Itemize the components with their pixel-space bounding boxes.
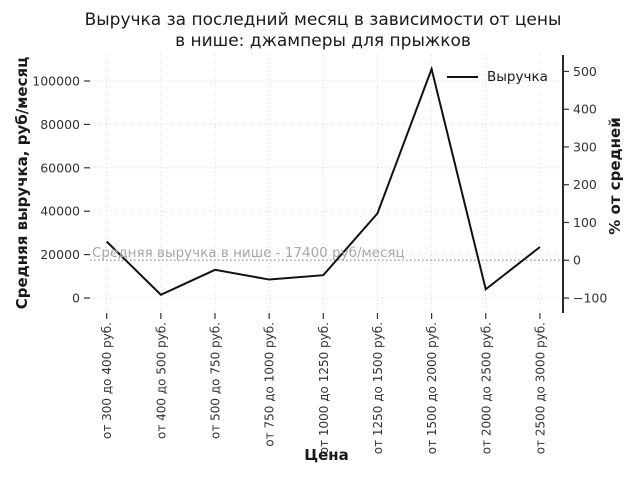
y-axis-tick-label: 0 [72,291,80,306]
x-axis-tick-label: от 300 до 400 руб. [100,322,114,439]
x-axis-label: Цена [304,446,349,464]
y-axis-tick-label: 40000 [40,204,80,219]
x-axis-tick-label: от 400 до 500 руб. [154,322,168,439]
x-axis-tick-label: от 750 до 1000 руб. [263,322,277,447]
x-axis-tick-label: от 2500 до 3000 руб. [533,322,547,454]
right-axis-tick-label: −100 [573,291,607,306]
y-axis-tick-label: 80000 [40,117,80,132]
revenue-line [105,65,541,296]
legend: Выручка [447,69,548,85]
average-revenue-annotation: Средняя выручка в нише - 17400 руб/месяц [92,245,405,261]
right-axis-tick-label: 400 [573,102,597,117]
y-axis-tick-label: 100000 [32,74,80,89]
y-axis-label-left: Средняя выручка, руб/месяц [13,56,31,310]
x-axis-tick-label: от 1500 до 2000 руб. [425,322,439,454]
right-axis-tick-label: 300 [573,139,597,154]
legend-label: Выручка [487,69,548,85]
right-axis-tick-label: 0 [573,253,581,268]
y-axis-label-right: % от средней [606,117,624,235]
x-axis-tick-label: от 2000 до 2500 руб. [479,322,493,454]
y-axis-tick-label: 60000 [40,160,80,175]
x-axis-tick-label: от 500 до 750 руб. [209,322,223,439]
x-axis-tick-label: от 1250 до 1500 руб. [371,322,385,454]
legend-line-sample [447,76,478,78]
right-axis-tick-label: 100 [573,215,597,230]
y-axis-tick-label: 20000 [40,247,80,262]
x-axis-tick-label: от 1000 до 1250 руб. [317,322,331,454]
chart-title: Выручка за последний месяц в зависимости… [84,10,562,52]
right-axis-tick-label: 200 [573,177,597,192]
right-axis-tick-label: 500 [573,64,597,79]
